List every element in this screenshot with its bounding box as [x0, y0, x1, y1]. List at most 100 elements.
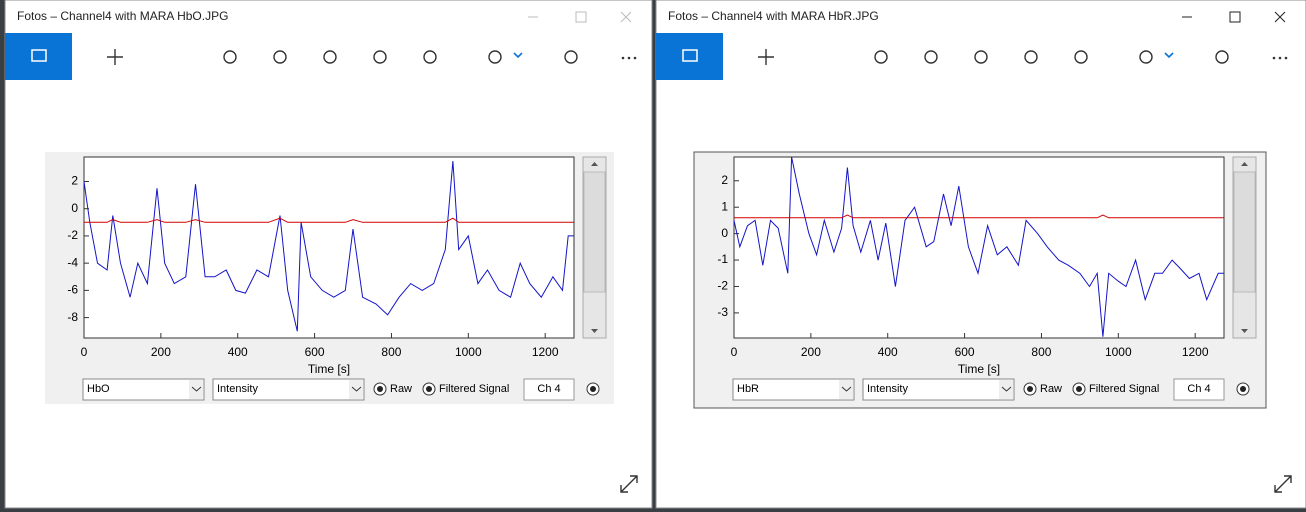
rotate-button[interactable]: [1024, 50, 1038, 64]
edit-button[interactable]: [1139, 50, 1153, 64]
channel-box[interactable]: [1173, 378, 1225, 401]
x-tick-label: 200: [151, 345, 171, 359]
radio-dot: [1076, 386, 1082, 392]
dropdown[interactable]: [212, 378, 365, 401]
maximize-button[interactable]: [575, 11, 587, 23]
radio-dot: [426, 386, 432, 392]
radio-dot: [590, 386, 596, 392]
dropdown-arrow: [841, 386, 852, 392]
radio-label: Filtered Signal: [1089, 383, 1159, 395]
crop-button[interactable]: [1074, 50, 1088, 64]
zoom-button[interactable]: [874, 50, 888, 64]
x-axis-label: Time [s]: [958, 362, 1000, 376]
x-tick-label: 800: [1031, 345, 1051, 359]
dropdown[interactable]: [732, 378, 855, 401]
delete-button[interactable]: [273, 50, 287, 64]
edit-button[interactable]: [488, 50, 502, 64]
close-button[interactable]: [620, 11, 632, 23]
x-axis-label: Time [s]: [308, 362, 350, 376]
scroll-down[interactable]: [591, 329, 598, 333]
y-tick-label: 2: [721, 173, 728, 187]
plot-area: [733, 156, 1225, 339]
add-button[interactable]: [107, 49, 123, 65]
plot-area: [83, 156, 575, 339]
radio-dot: [1240, 386, 1246, 392]
dropdown-button[interactable]: [839, 380, 853, 399]
zoom-button[interactable]: [223, 50, 237, 64]
more-button[interactable]: [627, 56, 631, 60]
crop-button[interactable]: [423, 50, 437, 64]
maximize-button[interactable]: [1229, 11, 1241, 23]
y-tick-label: -6: [67, 283, 78, 297]
channel-label: Ch 4: [1187, 383, 1210, 395]
x-tick-label: 600: [305, 345, 325, 359]
view-button[interactable]: [656, 33, 723, 80]
channel-box[interactable]: [523, 378, 575, 401]
x-tick-label: 1000: [455, 345, 482, 359]
x-tick-label: 600: [955, 345, 975, 359]
x-tick-label: 200: [801, 345, 821, 359]
y-tick-label: -4: [67, 255, 78, 269]
more-button[interactable]: [1272, 56, 1276, 60]
scroll-thumb[interactable]: [1233, 171, 1256, 293]
scroll-thumb[interactable]: [583, 171, 606, 293]
y-tick-label: -1: [717, 252, 728, 266]
more-button[interactable]: [1284, 56, 1288, 60]
more-button[interactable]: [633, 56, 637, 60]
delete-button[interactable]: [924, 50, 938, 64]
scroll-up[interactable]: [1241, 162, 1248, 166]
fullscreen-button[interactable]: [620, 475, 638, 493]
y-tick-label: -3: [717, 305, 728, 319]
dropdown-arrow: [191, 386, 202, 392]
dropdown-arrow: [351, 386, 362, 392]
scroll-up[interactable]: [591, 162, 598, 166]
x-tick-label: 800: [381, 345, 401, 359]
window-title: Fotos – Channel4 with MARA HbO.JPG: [17, 9, 228, 23]
dropdown-value: HbR: [737, 383, 759, 395]
y-tick-label: -2: [67, 228, 78, 242]
window-title: Fotos – Channel4 with MARA HbR.JPG: [668, 9, 879, 23]
x-tick-label: 1000: [1105, 345, 1132, 359]
image-icon: [682, 49, 698, 62]
scroll-down[interactable]: [1241, 329, 1248, 333]
y-tick-label: 2: [71, 174, 78, 188]
image-icon: [31, 49, 47, 62]
favorite-button[interactable]: [974, 50, 988, 64]
dropdown-value: Intensity: [217, 383, 258, 395]
more-button[interactable]: [1278, 56, 1282, 60]
y-tick-label: -8: [67, 310, 78, 324]
signal-line: [84, 217, 574, 223]
view-button[interactable]: [5, 33, 72, 80]
favorite-button[interactable]: [323, 50, 337, 64]
photos-window: Fotos – Channel4 with MARA HbR.JPG 0 200 40…: [655, 0, 1306, 509]
y-tick-label: 1: [721, 199, 728, 213]
share-button[interactable]: [564, 50, 578, 64]
x-tick-label: 1200: [1182, 345, 1209, 359]
dropdown[interactable]: [82, 378, 205, 401]
rotate-button[interactable]: [373, 50, 387, 64]
share-button[interactable]: [1215, 50, 1229, 64]
x-tick-label: 1200: [532, 345, 559, 359]
edit-menu-arrow: [513, 52, 523, 59]
photos-window: Fotos – Channel4 with MARA HbO.JPG 0 200 40…: [4, 0, 653, 509]
y-tick-label: 0: [721, 226, 728, 240]
dropdown-value: HbO: [87, 383, 110, 395]
x-tick-label: 0: [731, 345, 738, 359]
y-tick-label: 0: [71, 201, 78, 215]
radio-dot: [377, 386, 383, 392]
close-button[interactable]: [1274, 11, 1286, 23]
add-button[interactable]: [758, 49, 774, 65]
x-tick-label: 0: [81, 345, 88, 359]
dropdown-button[interactable]: [999, 380, 1013, 399]
channel-label: Ch 4: [537, 383, 560, 395]
signal-line: [734, 157, 1224, 337]
dropdown-value: Intensity: [867, 383, 908, 395]
x-tick-label: 400: [228, 345, 248, 359]
more-button[interactable]: [621, 56, 625, 60]
dropdown-button[interactable]: [349, 380, 363, 399]
dropdown-button[interactable]: [189, 380, 203, 399]
fullscreen-button[interactable]: [1274, 475, 1292, 493]
dropdown[interactable]: [862, 378, 1015, 401]
radio-label: Filtered Signal: [439, 383, 509, 395]
